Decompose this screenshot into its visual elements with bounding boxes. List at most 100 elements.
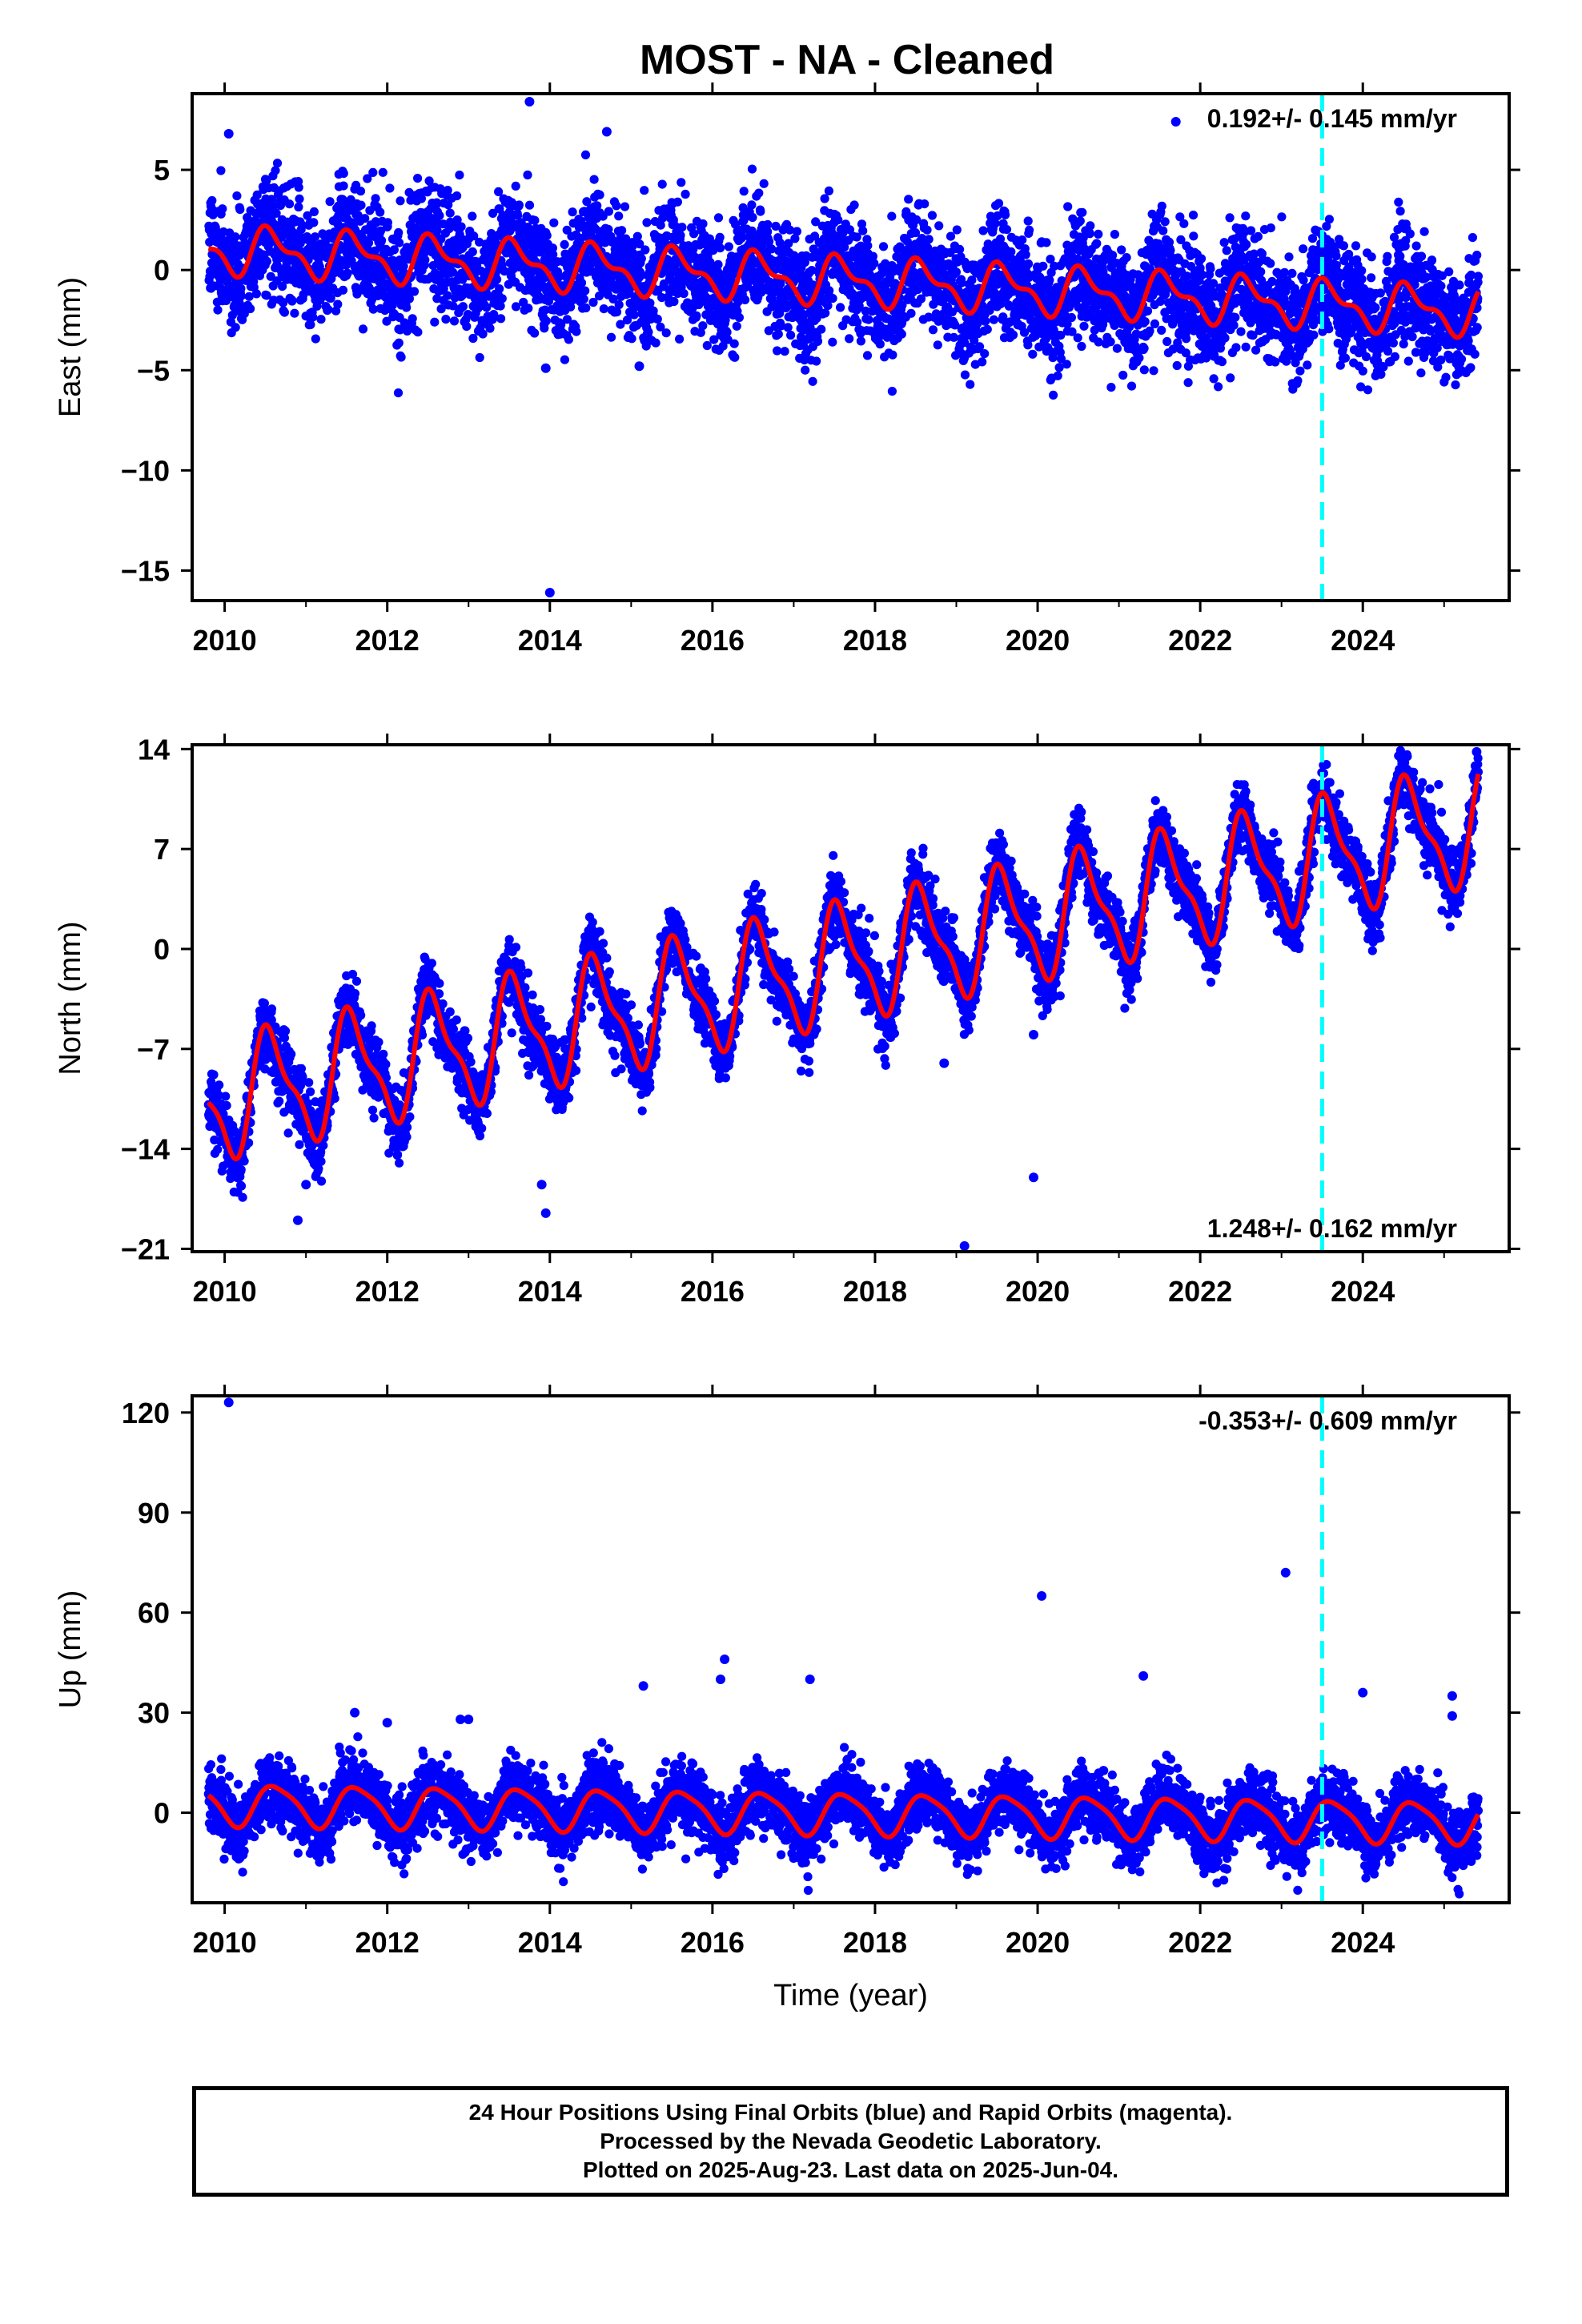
data-point — [1149, 366, 1158, 376]
data-point — [310, 232, 320, 242]
data-point — [1162, 336, 1172, 347]
data-point — [216, 166, 226, 175]
data-point — [1196, 254, 1207, 263]
data-point — [1299, 275, 1308, 285]
data-point — [232, 191, 242, 201]
data-point — [801, 365, 810, 375]
data-point — [982, 324, 992, 334]
data-point — [1189, 231, 1199, 241]
data-point — [1140, 317, 1150, 327]
data-point — [651, 338, 661, 348]
data-point — [394, 227, 404, 238]
data-point — [468, 211, 477, 221]
data-point — [825, 286, 834, 296]
data-point — [251, 216, 261, 226]
data-point — [287, 296, 297, 306]
data-point — [271, 166, 280, 175]
data-point — [1106, 383, 1116, 392]
data-point — [1236, 327, 1246, 336]
data-point — [1188, 211, 1199, 220]
data-point — [729, 339, 739, 348]
data-point — [1094, 229, 1103, 239]
data-point — [1025, 225, 1034, 235]
data-point — [469, 231, 479, 241]
data-point — [413, 328, 423, 337]
data-point — [878, 242, 889, 251]
data-point — [213, 305, 223, 315]
data-point — [698, 321, 708, 331]
data-point — [642, 218, 652, 227]
data-point — [836, 303, 845, 312]
data-point — [1092, 239, 1102, 248]
data-point — [430, 317, 440, 327]
data-point — [1079, 321, 1089, 331]
data-point — [424, 176, 434, 186]
data-point — [1134, 353, 1144, 363]
data-point — [1142, 306, 1153, 316]
data-point — [396, 196, 405, 206]
data-point — [1299, 244, 1308, 254]
data-point — [994, 199, 1004, 208]
data-point — [576, 278, 587, 287]
data-point — [1073, 333, 1082, 343]
data-point — [644, 328, 653, 337]
data-point — [1225, 213, 1235, 223]
data-point — [724, 242, 733, 251]
data-point — [482, 303, 492, 312]
data-point — [1219, 238, 1229, 247]
data-point — [1246, 226, 1256, 235]
data-point — [452, 191, 462, 201]
data-point — [542, 231, 552, 240]
data-point — [978, 357, 987, 367]
data-point — [1339, 241, 1348, 251]
data-point — [640, 245, 650, 255]
data-point — [443, 291, 452, 300]
data-point — [952, 225, 962, 235]
data-point — [820, 194, 829, 203]
data-point — [359, 269, 368, 279]
data-point — [524, 304, 533, 313]
data-point — [309, 207, 319, 216]
data-point — [849, 200, 859, 210]
data-point — [1217, 357, 1227, 367]
data-point — [436, 304, 446, 314]
data-point — [231, 323, 240, 332]
data-point — [402, 303, 412, 312]
data-point — [306, 320, 315, 329]
data-point — [485, 324, 495, 333]
data-point — [1023, 340, 1033, 350]
data-point — [385, 183, 395, 193]
data-point — [1117, 245, 1126, 255]
data-point — [389, 245, 399, 255]
data-point — [441, 315, 451, 324]
data-point — [1106, 337, 1115, 347]
data-point — [1295, 366, 1305, 376]
data-point — [828, 337, 837, 347]
data-point — [1271, 357, 1280, 367]
data-point — [308, 312, 318, 322]
data-point — [279, 298, 288, 308]
data-point — [629, 310, 639, 320]
data-point — [1324, 324, 1334, 334]
data-point — [808, 376, 817, 386]
data-point — [763, 219, 773, 230]
data-point — [1209, 374, 1219, 384]
data-point — [409, 287, 420, 296]
data-point — [756, 207, 765, 216]
data-point — [444, 200, 453, 210]
data-point — [452, 215, 462, 225]
data-point — [1112, 344, 1122, 353]
data-point — [1077, 341, 1086, 352]
data-point — [869, 259, 879, 268]
data-point — [786, 330, 796, 340]
data-point — [244, 292, 254, 301]
data-point — [368, 304, 378, 314]
data-point — [290, 308, 299, 318]
data-point — [396, 352, 406, 362]
data-point — [298, 221, 307, 231]
data-point — [1028, 349, 1038, 359]
data-point — [1287, 268, 1297, 278]
data-point — [420, 255, 430, 265]
data-point — [813, 336, 823, 346]
data-point — [1126, 381, 1137, 391]
